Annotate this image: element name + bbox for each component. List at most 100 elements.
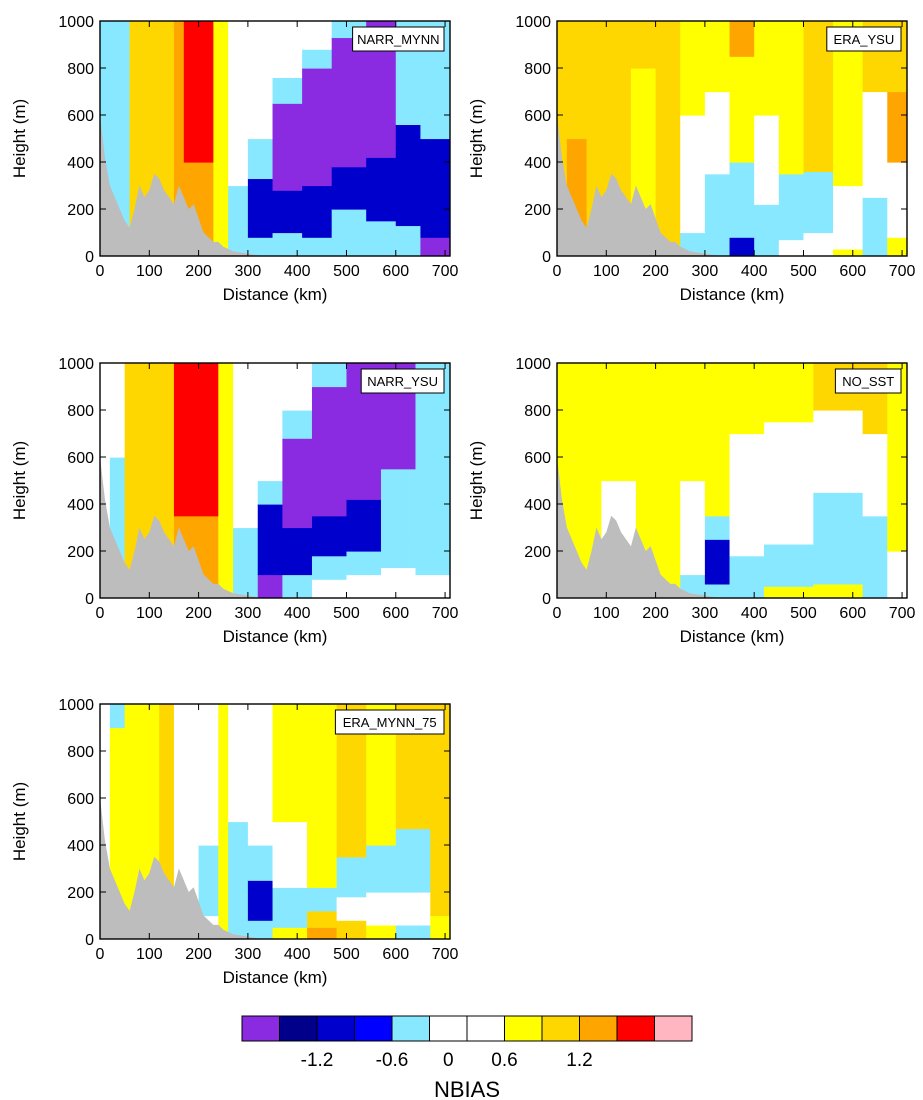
heatmap-cell [272, 190, 303, 234]
x-tick-label: 200 [642, 605, 669, 622]
heatmap-cell [415, 574, 450, 598]
x-tick-label: 0 [96, 946, 105, 963]
x-tick-label: 200 [185, 605, 212, 622]
x-tick-label: 600 [382, 946, 409, 963]
y-tick-label: 0 [85, 932, 94, 949]
x-tick-label: 100 [593, 263, 620, 280]
heatmap-cell [331, 37, 367, 168]
plot-frame [99, 703, 451, 940]
heatmap-cell [257, 574, 283, 598]
heatmap-cell [630, 21, 657, 69]
heatmap-cell [380, 539, 417, 569]
colorbar-swatch [429, 1015, 468, 1042]
heatmap-cell [272, 927, 308, 939]
heatmap-cell [380, 567, 417, 598]
x-axis-title: Distance (km) [223, 627, 328, 646]
x-tick-label: 200 [185, 946, 212, 963]
heatmap-cell [272, 903, 308, 928]
y-tick-label: 800 [524, 403, 551, 420]
heatmap-cell [764, 421, 814, 545]
heatmap-cell [430, 704, 450, 917]
heatmap-cell [272, 21, 303, 78]
heatmap-cell [887, 551, 907, 598]
heatmap-cell [247, 845, 274, 881]
heatmap-cell [778, 173, 805, 205]
heatmap-cell [247, 138, 274, 180]
colorbar-swatch [541, 1015, 580, 1042]
colorbar-swatch [654, 1015, 693, 1042]
y-tick-label: 600 [67, 108, 94, 125]
x-tick-label: 200 [185, 263, 212, 280]
x-tick-label: 700 [432, 605, 459, 622]
heatmap-cell [282, 363, 313, 411]
heatmap-cell [183, 21, 214, 163]
heatmap-cell [833, 185, 864, 250]
y-tick-label: 800 [67, 403, 94, 420]
y-tick-label: 0 [85, 591, 94, 608]
heatmap-cell [282, 410, 313, 439]
y-tick-label: 200 [67, 885, 94, 902]
x-tick-label: 700 [889, 605, 916, 622]
heatmap-cell [247, 237, 274, 256]
plot-frame [556, 20, 908, 257]
x-axis-title: Distance (km) [680, 627, 785, 646]
heatmap-cell [366, 868, 397, 893]
heatmap-cell [754, 21, 780, 116]
heatmap-cell [257, 480, 283, 505]
panel-label: NARR_MYNN [357, 32, 439, 47]
heatmap-cell [218, 363, 234, 598]
heatmap-cell [680, 21, 706, 116]
x-axis-title: Distance (km) [680, 285, 785, 304]
heatmap-cell [729, 555, 765, 576]
heatmap-cell [247, 21, 274, 140]
plot-area [557, 21, 907, 256]
x-tick-label: 0 [96, 605, 105, 622]
heatmap-cell [862, 515, 888, 564]
panel-label-box [334, 709, 445, 735]
heatmap-cell [336, 856, 367, 881]
panel-label: ERA_MYNN_75 [343, 715, 437, 730]
heatmap-cell [366, 157, 397, 222]
heatmap-cell [366, 892, 397, 926]
heatmap-cell [395, 124, 422, 227]
colorbar-tick-label: 0 [443, 1050, 454, 1071]
heatmap-cell [813, 583, 864, 598]
heatmap-cell [307, 927, 338, 939]
colorbar-tick-label: 1.2 [566, 1050, 592, 1071]
y-tick-label: 0 [542, 591, 551, 608]
heatmap-cell [778, 21, 805, 175]
heatmap-cell [395, 924, 431, 939]
heatmap-cell [655, 21, 681, 116]
heatmap-cell [729, 363, 765, 435]
y-axis-title: Height (m) [467, 441, 486, 520]
heatmap-cell [862, 433, 888, 517]
x-tick-label: 300 [235, 946, 262, 963]
x-tick-label: 300 [692, 263, 719, 280]
colorbar-swatch [241, 1015, 280, 1042]
y-tick-label: 1000 [58, 356, 94, 373]
panel-label-box [826, 26, 902, 52]
y-tick-label: 200 [67, 202, 94, 219]
heatmap-cell [346, 574, 382, 598]
heatmap-cell [311, 515, 348, 557]
panel-label: NO_SST [842, 374, 894, 389]
heatmap-cell [311, 386, 348, 517]
heatmap-cell [764, 363, 814, 423]
x-tick-label: 100 [136, 263, 163, 280]
heatmap-cell [272, 77, 303, 104]
heatmap-cell [803, 201, 834, 234]
heatmap-cell [198, 845, 219, 917]
heatmap-cell [311, 363, 348, 388]
heatmap-cell [764, 543, 814, 571]
x-tick-label: 0 [553, 605, 562, 622]
heatmap-cell [307, 910, 338, 928]
panel-narr-mynn: 0 100 200 300 400 500 600 700 0 200 400 600 800 1000 D… [10, 14, 459, 304]
heatmap-cell [557, 21, 568, 256]
heatmap-cell [833, 248, 864, 256]
y-tick-label: 1000 [515, 14, 551, 31]
panel-era-mynn-75: 0 100 200 300 400 500 600 700 0 200 400 600 800 1000 D… [10, 697, 459, 987]
heatmap-cell [366, 924, 397, 939]
x-tick-label: 400 [741, 263, 768, 280]
heatmap-cell [862, 197, 888, 229]
heatmap-cell [346, 551, 382, 576]
